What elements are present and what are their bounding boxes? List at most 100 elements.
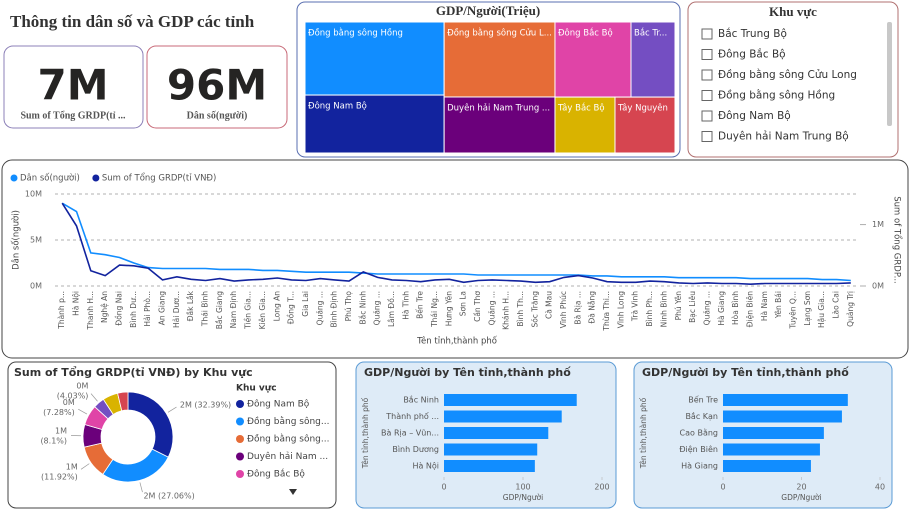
card-panel	[146, 45, 288, 129]
x-axis-label: GDP/Người	[781, 493, 821, 502]
x-tick-label: 0	[720, 483, 725, 492]
x-tick-label: Bình Định	[330, 291, 339, 328]
legend-label: Đồng bằng sông...	[247, 434, 329, 445]
y-tick-label: Hà Giang	[681, 462, 718, 471]
y-tick-label: Bến Tre	[688, 395, 718, 405]
treemap-label: Đông Nam Bộ	[308, 101, 367, 112]
x-tick-label: Thái Bình	[201, 291, 210, 327]
y-axis-label: Dân số(người)	[11, 210, 22, 270]
x-tick-label: Trà Vinh	[631, 291, 640, 322]
y-tick-label: Bình Dương	[392, 445, 439, 454]
x-tick-label: Hà Giang	[717, 291, 726, 326]
y-tick-label: Bắc Kạn	[685, 411, 718, 422]
legend-marker	[92, 174, 100, 182]
x-tick-label: Nghệ An	[100, 291, 109, 323]
treemap-label: Đồng bằng sông Hồng	[308, 28, 403, 39]
x-tick-label: 40	[875, 483, 885, 492]
bar	[444, 394, 577, 406]
x-tick-label: Bình Th...	[516, 291, 525, 327]
bar	[444, 410, 562, 423]
x-tick-label: Phú Thọ	[344, 291, 353, 322]
bar	[723, 394, 848, 406]
data-label: 2M (32.39%)	[180, 400, 231, 409]
checkbox[interactable]	[701, 49, 713, 60]
slicer-item[interactable]: Đồng bằng sông Hồng	[718, 89, 835, 102]
y-axis-label: Tên tỉnh,thành phố	[361, 397, 370, 469]
checkbox[interactable]	[701, 28, 713, 40]
x-tick-label: Quảng ...	[315, 291, 324, 325]
legend-marker	[10, 174, 18, 182]
data-label: 2M (27.06%)	[143, 492, 194, 501]
x-tick-label: Thành p...	[57, 291, 66, 330]
x-tick-label: Cà Mau	[545, 291, 554, 319]
slicer-item[interactable]: Đông Bắc Bộ	[718, 48, 786, 61]
x-tick-label: Hà Nội	[72, 291, 81, 316]
line-series	[61, 202, 851, 282]
slicer-item[interactable]: Đông Nam Bộ	[718, 110, 791, 122]
checkbox[interactable]	[701, 90, 713, 101]
card-panel	[3, 45, 144, 129]
legend-label: Dân số(người)	[20, 173, 80, 184]
bar	[723, 460, 811, 472]
y-tick-label: Bắc Ninh	[403, 395, 439, 405]
legend-label: Sum of Tổng GRDP(tỉ VNĐ)	[102, 173, 217, 184]
x-tick-label: 100	[515, 483, 530, 492]
chart-title: GDP/Người(Triệu)	[436, 3, 540, 18]
leader-line	[167, 406, 177, 413]
line-panel	[1, 159, 909, 359]
y-tick-label: Thành phố ...	[385, 411, 439, 421]
slicer-item[interactable]: Duyên hải Nam Trung Bộ	[718, 131, 849, 143]
x-tick-label: Bình Ph...	[645, 291, 654, 327]
scrollbar[interactable]	[887, 22, 892, 126]
y-tick-label: 10M	[25, 190, 42, 199]
y-tick-label: Bà Rịa – Vũn...	[381, 429, 439, 439]
x-tick-label: Thanh H...	[86, 291, 95, 330]
x-tick-label: Vĩnh Long	[616, 291, 625, 328]
legend-marker	[236, 470, 244, 478]
x-tick-label: Thái Ng...	[430, 291, 439, 328]
x-tick-label: Ninh Bình	[659, 291, 668, 328]
y-tick-label: Cao Bằng	[680, 428, 718, 438]
legend-title: Khu vực	[236, 384, 277, 394]
x-tick-label: Bình Dư...	[129, 291, 138, 328]
bar	[444, 443, 538, 456]
treemap-label: Đông Bắc Bộ	[558, 28, 613, 39]
bar	[723, 410, 842, 423]
slicer-item[interactable]: Đồng bằng sông Cửu Long	[718, 68, 857, 81]
treemap-label: Bắc Tr...	[634, 28, 667, 39]
y-tick-label: 5M	[30, 236, 42, 245]
x-tick-label: Hòa Bình	[731, 291, 740, 325]
x-tick-label: Quảng ...	[373, 291, 382, 325]
x-tick-label: Tuyên Q...	[788, 291, 797, 329]
chart-title: GDP/Người by Tên tỉnh,thành phố	[642, 366, 849, 379]
legend-scroll-arrow[interactable]	[289, 489, 297, 495]
card-value: 7M	[37, 61, 108, 110]
x-tick-label: Long An	[272, 291, 281, 322]
x-tick-label: Tiền Gia...	[244, 291, 253, 330]
bar	[444, 427, 549, 439]
chart-title: Sum of Tổng GRDP(tỉ VNĐ) by Khu vực	[14, 366, 253, 379]
x-tick-label: Hà Nam	[760, 291, 769, 321]
y2-tick-label: 1M	[872, 220, 884, 229]
card-label: Sum of Tổng GRDP(tỉ ...	[20, 110, 126, 121]
x-tick-label: Sơn La	[459, 291, 468, 316]
checkbox[interactable]	[701, 110, 713, 122]
x-tick-label: Đắk Lắk	[186, 290, 195, 321]
data-label: 0M (7.28%)	[43, 398, 75, 417]
x-tick-label: 20	[796, 483, 806, 492]
x-axis-label: Tên tỉnh,thành phố	[416, 336, 498, 347]
x-tick-label: An Giang	[158, 291, 167, 326]
x-tick-label: Khánh H...	[502, 291, 511, 330]
y-tick-label: Hà Nội	[412, 461, 439, 471]
leader-line	[80, 463, 90, 470]
x-tick-label: Bắc Ninh	[358, 291, 367, 325]
x-tick-label: 200	[594, 483, 609, 492]
x-tick-label: Quảng ...	[702, 291, 711, 325]
treemap-cell	[443, 96, 556, 154]
slicer-item[interactable]: Bắc Trung Bộ	[718, 27, 787, 40]
checkbox[interactable]	[701, 69, 713, 81]
checkbox[interactable]	[701, 131, 713, 142]
x-tick-label: Kiên Gia...	[258, 291, 267, 329]
x-tick-label: Hà Tĩnh	[401, 291, 410, 320]
x-tick-label: Lạng Sơn	[803, 291, 812, 326]
